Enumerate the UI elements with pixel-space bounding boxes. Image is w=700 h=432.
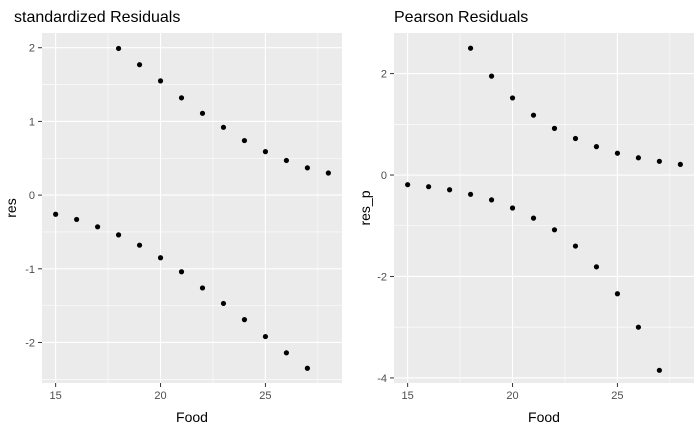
standardized-data-point (304, 165, 310, 171)
standardized-plot-background (42, 33, 342, 383)
standardized-data-point (220, 300, 227, 307)
standardized-data-point (220, 124, 227, 130)
standardized-data-point (325, 170, 331, 176)
standardized-data-point (157, 78, 164, 84)
pearson-data-point (677, 161, 683, 167)
pearson-data-point (635, 324, 642, 330)
pearson-data-point (488, 197, 495, 203)
standardized-y-tick-label: 1 (29, 116, 35, 128)
pearson-data-point (593, 144, 600, 150)
standardized-y-tick-label: 2 (29, 43, 35, 55)
pearson-data-point (467, 191, 474, 197)
standardized-data-point (74, 216, 80, 223)
standardized-data-point (262, 333, 269, 340)
standardized-data-point (283, 350, 290, 356)
standardized-data-point (283, 157, 290, 164)
standardized-plot-title: standardized Residuals (14, 9, 180, 26)
standardized-data-point (178, 95, 185, 101)
standardized-y-axis-title: res (3, 198, 19, 217)
standardized-data-point (115, 232, 122, 238)
pearson-data-point (509, 205, 516, 211)
pearson-data-point (635, 155, 642, 161)
standardized-data-point (115, 45, 122, 52)
pearson-data-point (467, 45, 474, 51)
standardized-panel: 15 20 25 -2 -1 0 1 2 standardized Residuals Food r… (3, 9, 342, 425)
pearson-x-tick-label: 15 (402, 390, 414, 402)
standardized-y-tick-label: 0 (29, 190, 35, 202)
pearson-y-axis-title: res_p (357, 190, 373, 225)
standardized-y-tick-label: -2 (25, 337, 35, 349)
pearson-data-point (656, 158, 662, 164)
pearson-y-tick-label: -2 (377, 271, 387, 283)
pearson-data-point (488, 73, 495, 79)
standardized-x-axis-title: Food (176, 409, 208, 425)
pearson-data-point (572, 243, 579, 249)
pearson-data-point (551, 125, 558, 131)
pearson-data-point (426, 184, 432, 190)
standardized-x-tick-label: 20 (154, 390, 166, 402)
standardized-data-point (241, 137, 248, 144)
standardized-data-point (262, 149, 269, 155)
pearson-data-point (446, 187, 453, 193)
pearson-data-point (572, 135, 579, 142)
standardized-data-point (136, 242, 143, 248)
pearson-x-tick-label: 25 (611, 390, 623, 402)
pearson-data-point (656, 367, 662, 373)
pearson-data-point (530, 112, 537, 118)
standardized-data-point (199, 285, 206, 291)
pearson-data-point (614, 291, 621, 297)
standardized-x-tick-label: 15 (50, 390, 62, 402)
pearson-y-tick-label: 0 (381, 170, 387, 182)
pearson-y-tick-label: -4 (377, 373, 387, 385)
pearson-plot-title: Pearson Residuals (394, 9, 528, 26)
standardized-y-tick-label: -1 (25, 264, 35, 276)
pearson-x-axis-title: Food (528, 409, 560, 425)
pearson-data-point (509, 95, 516, 101)
pearson-y-tick-label: 2 (381, 69, 387, 81)
pearson-panel: 15 20 25 -4 -2 0 2 Pearson Residuals Food res_p (357, 9, 694, 425)
standardized-data-point (241, 317, 248, 323)
standardized-data-point (53, 211, 59, 217)
standardized-data-point (157, 255, 164, 261)
pearson-data-point (614, 150, 621, 156)
standardized-data-point (304, 365, 310, 371)
standardized-data-point (136, 62, 143, 68)
standardized-data-point (178, 269, 185, 275)
pearson-x-tick-label: 20 (506, 390, 518, 402)
pearson-data-point (530, 215, 537, 221)
standardized-x-tick-label: 25 (259, 390, 271, 402)
standardized-data-point (199, 110, 206, 116)
pearson-data-point (551, 227, 558, 233)
standardized-data-point (94, 224, 101, 230)
pearson-data-point (405, 182, 411, 188)
pearson-data-point (593, 264, 600, 270)
pearson-plot-background (394, 33, 694, 383)
